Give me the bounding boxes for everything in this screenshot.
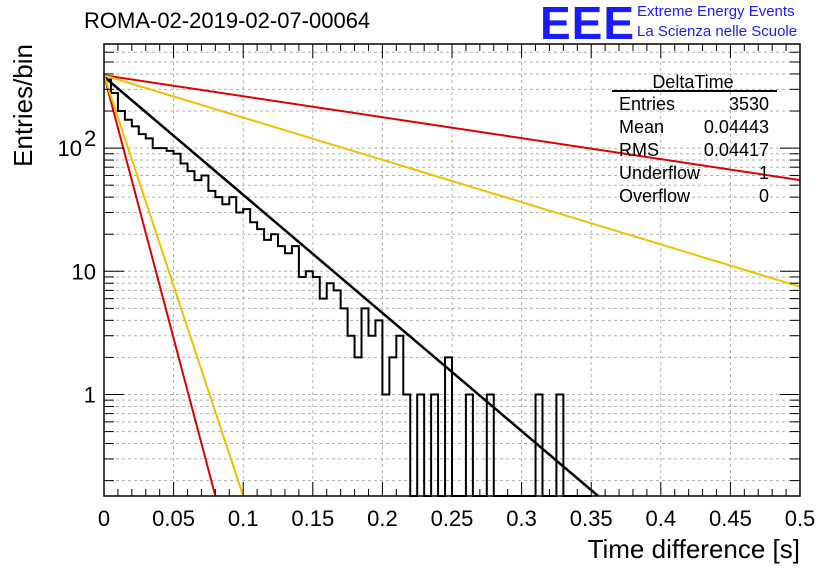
histogram-outline — [104, 78, 592, 497]
x-tick-label: 0.4 — [646, 506, 677, 531]
x-tick-label: 0.1 — [228, 506, 259, 531]
stats-box: DeltaTime Entries 3530 Mean 0.04443 RMS 0.044… — [612, 72, 777, 206]
y-tick-exponent: 2 — [84, 126, 96, 151]
chart-title: ROMA-02-2019-02-07-00064 — [84, 8, 371, 33]
stats-title: DeltaTime — [652, 72, 733, 92]
eee-logo: EEE — [540, 0, 636, 49]
stats-label: Entries — [619, 94, 675, 114]
stats-value: 0 — [759, 186, 769, 206]
x-tick-label: 0.45 — [709, 506, 752, 531]
logo-caption-line1: Extreme Energy Events — [637, 3, 795, 20]
x-tick-label: 0.15 — [291, 506, 334, 531]
x-tick-label: 0.25 — [431, 506, 474, 531]
logo-caption-line2: La Scienza nelle Scuole — [637, 23, 798, 40]
y-tick-label: 10 — [72, 259, 96, 284]
x-tick-label: 0 — [98, 506, 110, 531]
stats-value: 1 — [759, 163, 769, 183]
stats-label: RMS — [619, 140, 659, 160]
fit-line — [103, 74, 245, 497]
x-tick-label: 0.2 — [367, 506, 398, 531]
x-tick-label: 0.5 — [785, 506, 816, 531]
axis-ticks — [103, 43, 801, 496]
y-tick-label: 10 — [58, 136, 82, 161]
stats-label: Overflow — [619, 186, 691, 206]
y-axis-title: Entries/bin — [8, 44, 38, 167]
x-tick-label: 0.3 — [506, 506, 537, 531]
fit-line — [103, 74, 801, 288]
fit-line — [103, 75, 217, 497]
x-axis-title: Time difference [s] — [588, 534, 800, 564]
tick-labels: 0 0.05 0.1 0.15 0.2 0.25 0.3 0.35 0.4 0.45 0.51101… — [58, 126, 816, 531]
y-tick-label: 1 — [84, 382, 96, 407]
stats-value: 3530 — [729, 94, 769, 114]
fit-line — [103, 74, 801, 182]
stats-value: 0.04443 — [704, 117, 769, 137]
x-tick-label: 0.35 — [570, 506, 613, 531]
histogram-layer — [104, 78, 592, 497]
stats-value: 0.04417 — [704, 140, 769, 160]
stats-label: Mean — [619, 117, 664, 137]
fit-lines-layer — [103, 74, 801, 497]
fit-line — [103, 75, 599, 497]
x-tick-label: 0.05 — [152, 506, 195, 531]
stats-label: Underflow — [619, 163, 701, 183]
